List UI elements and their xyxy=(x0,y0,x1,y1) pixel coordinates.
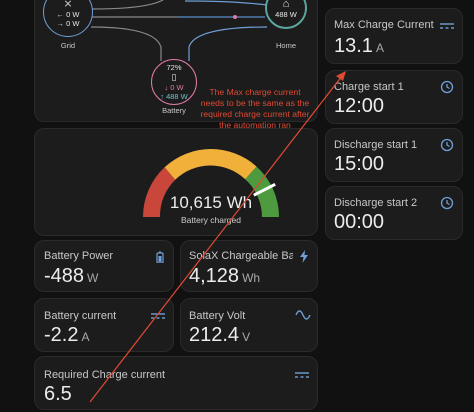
solax-chargeable-value: 4,128 xyxy=(189,265,240,287)
max-charge-current-tile[interactable]: Max Charge Current 13.1 A xyxy=(325,8,463,64)
grid-tower-icon: ⨯ xyxy=(63,0,73,10)
battery-gauge-card[interactable]: 10,615 Wh Battery charged xyxy=(34,128,318,236)
home-icon: ⌂ xyxy=(282,0,290,10)
battery-current-value: -2.2 xyxy=(44,324,79,346)
gauge-value: 10,615 Wh xyxy=(169,193,253,212)
battery-power-unit: W xyxy=(87,271,99,285)
discharge-start-2-tile[interactable]: Discharge start 2 00:00 xyxy=(325,186,463,240)
discharge-start-1-name: Discharge start 1 xyxy=(334,139,418,151)
battery-icon xyxy=(156,251,164,263)
grid-in-value: ← 0 W xyxy=(56,9,80,19)
clock-timer-icon xyxy=(440,196,454,210)
gauge-segment-yellow xyxy=(164,149,257,180)
battery-power-tile[interactable]: Battery Power -488 W xyxy=(34,240,174,292)
max-charge-current-value: 13.1 xyxy=(334,35,373,57)
battery-power-value: -488 xyxy=(44,265,85,287)
solax-chargeable-name: SolaX Chargeable Batte... xyxy=(189,250,293,262)
current-dc-icon xyxy=(151,313,165,319)
battery-volt-tile[interactable]: Battery Volt 212.4 V xyxy=(180,298,318,352)
clock-timer-icon xyxy=(440,138,454,152)
max-charge-current-value-row: 13.1 A xyxy=(334,35,384,58)
home-label: Home xyxy=(275,41,296,50)
battery-power-value-row: -488 W xyxy=(44,265,98,288)
battery-power-name: Battery Power xyxy=(44,250,114,262)
home-value: 488 W xyxy=(275,9,297,19)
discharge-start-2-name: Discharge start 2 xyxy=(334,197,418,209)
solax-chargeable-value-row: 4,128 Wh xyxy=(189,265,260,288)
battery-current-value-row: -2.2 A xyxy=(44,324,89,347)
current-dc-icon xyxy=(295,372,309,378)
grid-node[interactable]: ⨯ ← 0 W → 0 W xyxy=(43,0,93,37)
required-charge-current-value: 6.5 xyxy=(44,383,72,405)
required-charge-current-name: Required Charge current xyxy=(44,369,166,381)
charge-start-1-value: 12:00 xyxy=(334,95,385,117)
battery-volt-name: Battery Volt xyxy=(189,310,246,322)
battery-current-tile[interactable]: Battery current -2.2 A xyxy=(34,298,174,352)
energy-flow-lines xyxy=(90,0,268,61)
sine-wave-icon xyxy=(295,310,311,320)
battery-node[interactable]: 72% ▯ ↓ 0 W ↑ 488 W xyxy=(151,59,197,105)
discharge-start-2-value: 00:00 xyxy=(334,211,385,233)
battery-current-unit: A xyxy=(81,330,90,344)
battery-in-value: ↓ 0 W xyxy=(164,83,184,92)
battery-volt-value: 212.4 xyxy=(189,324,240,346)
battery-out-value: ↑ 488 W xyxy=(160,92,188,101)
solax-chargeable-unit: Wh xyxy=(242,271,261,285)
gauge-label: Battery charged xyxy=(180,215,241,225)
max-charge-current-name: Max Charge Current xyxy=(334,19,434,31)
battery-volt-value-row: 212.4 V xyxy=(189,324,250,347)
grid-label: Grid xyxy=(60,41,76,50)
lightning-icon xyxy=(300,250,308,263)
discharge-start-1-tile[interactable]: Discharge start 1 15:00 xyxy=(325,128,463,182)
grid-out-value: → 0 W xyxy=(56,18,80,28)
required-charge-current-tile[interactable]: Required Charge current 6.5 xyxy=(34,356,318,410)
current-dc-icon xyxy=(440,23,454,29)
battery-icon: ▯ xyxy=(171,72,177,82)
discharge-start-1-value: 15:00 xyxy=(334,153,385,175)
battery-label: Battery xyxy=(162,106,186,115)
battery-current-name: Battery current xyxy=(44,310,117,322)
annotation-text: The Max charge current needs to be the s… xyxy=(200,87,310,130)
battery-percent: 72% xyxy=(166,63,182,72)
clock-timer-icon xyxy=(440,80,454,94)
charge-start-1-tile[interactable]: Charge start 1 12:00 xyxy=(325,70,463,124)
battery-volt-unit: V xyxy=(242,330,251,344)
charge-start-1-name: Charge start 1 xyxy=(334,81,404,93)
max-charge-current-unit: A xyxy=(375,41,384,55)
